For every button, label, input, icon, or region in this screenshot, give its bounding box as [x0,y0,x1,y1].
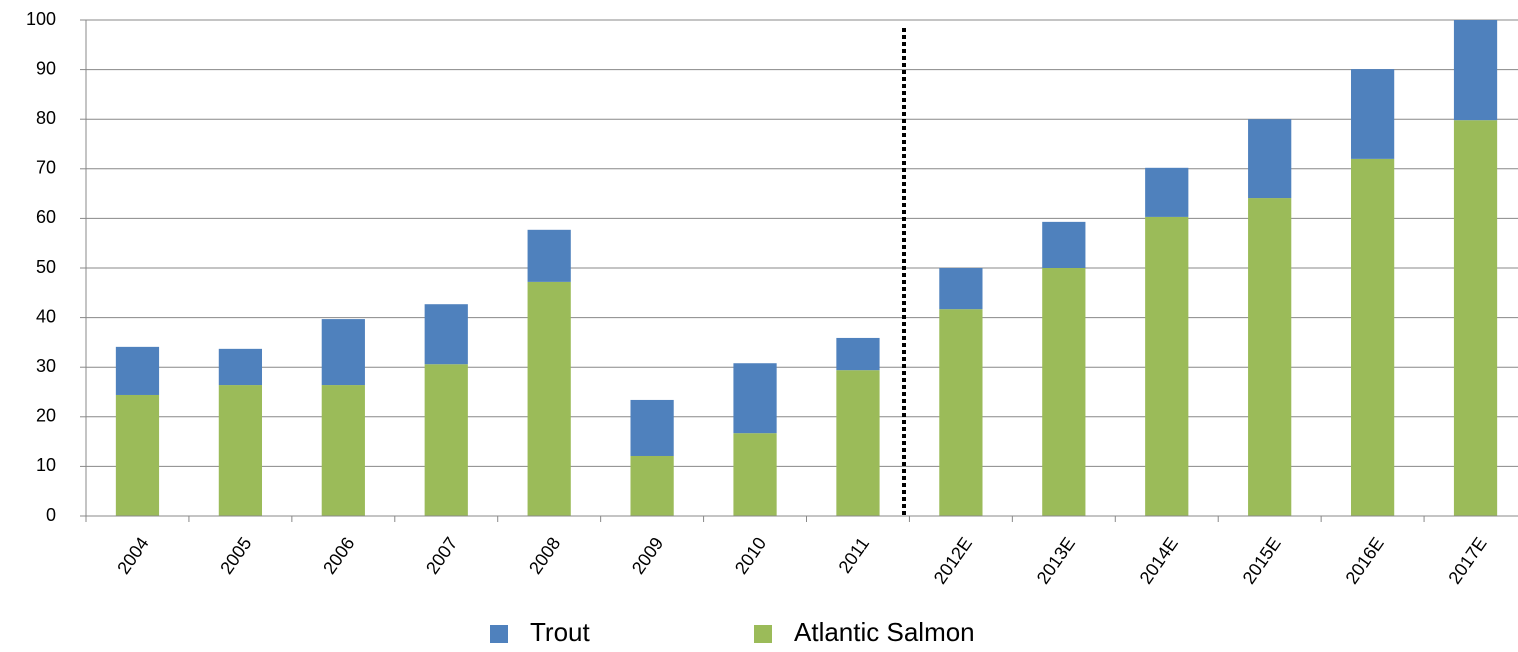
x-tick-label: 2016E [1342,534,1388,588]
x-tick-label: 2012E [930,534,976,588]
bar-segment [1453,120,1498,516]
y-tick-label: 10 [36,455,56,475]
x-tick-label: 2009 [628,534,667,578]
bar-segment [733,433,777,516]
x-tick-label: 2008 [525,534,564,578]
y-tick-label: 20 [36,406,56,426]
bar-segment [1248,119,1292,199]
bar-segment [1350,69,1395,159]
x-tick-label: 2006 [319,534,358,578]
x-tick-label: 2014E [1136,534,1182,588]
x-tick-label: 2010 [731,534,770,578]
bar-segment [1042,268,1086,516]
y-tick-label: 80 [36,108,56,128]
x-tick-label: 2004 [113,534,152,578]
marks: 0 10 20 30 40 50 60 70 80 90 100 2004 2005 2006 2007 20… [26,9,1518,588]
bar-segment [939,309,983,516]
bar-segment [1145,216,1189,517]
bar-segment [630,399,674,456]
bar-segment [321,319,365,386]
bar-segment [321,385,365,516]
bar-segment [1042,221,1086,268]
y-tick-label: 50 [36,257,56,277]
x-tick-label: 2007 [422,534,461,578]
bar-segment [527,229,571,282]
bar-segment [527,281,571,516]
y-tick-label: 60 [36,207,56,227]
bar-segment [1453,20,1498,121]
x-tick-label: 2017E [1444,534,1490,588]
bar-segment [424,364,468,516]
y-tick-label: 100 [26,9,56,29]
bar-segment [836,370,880,516]
y-tick-label: 40 [36,306,56,326]
x-tick-label: 2013E [1033,534,1079,588]
bar-segment [424,304,468,365]
legend: Trout Atlantic Salmon [490,617,975,647]
legend-label: Trout [530,617,590,647]
bar-segment [733,363,777,434]
legend-swatch [490,625,508,643]
x-tick-label: 2015E [1239,534,1285,588]
bar-segment [939,268,983,310]
bar-segment [1145,167,1189,217]
bar-segment [218,385,263,516]
y-tick-label: 0 [46,505,56,525]
bar-segment [218,348,263,386]
y-tick-label: 70 [36,158,56,178]
legend-label: Atlantic Salmon [794,617,975,647]
bar-segment [1248,198,1292,516]
bar-segment [115,394,160,516]
legend-swatch [754,625,772,643]
bar-segment [630,455,674,516]
bar-segment [836,337,880,371]
x-tick-label: 2011 [835,534,874,577]
bar-segment [1350,158,1395,516]
y-tick-label: 90 [36,58,56,78]
y-tick-label: 30 [36,356,56,376]
bar-segment [115,346,160,395]
x-tick-label: 2005 [216,534,255,578]
